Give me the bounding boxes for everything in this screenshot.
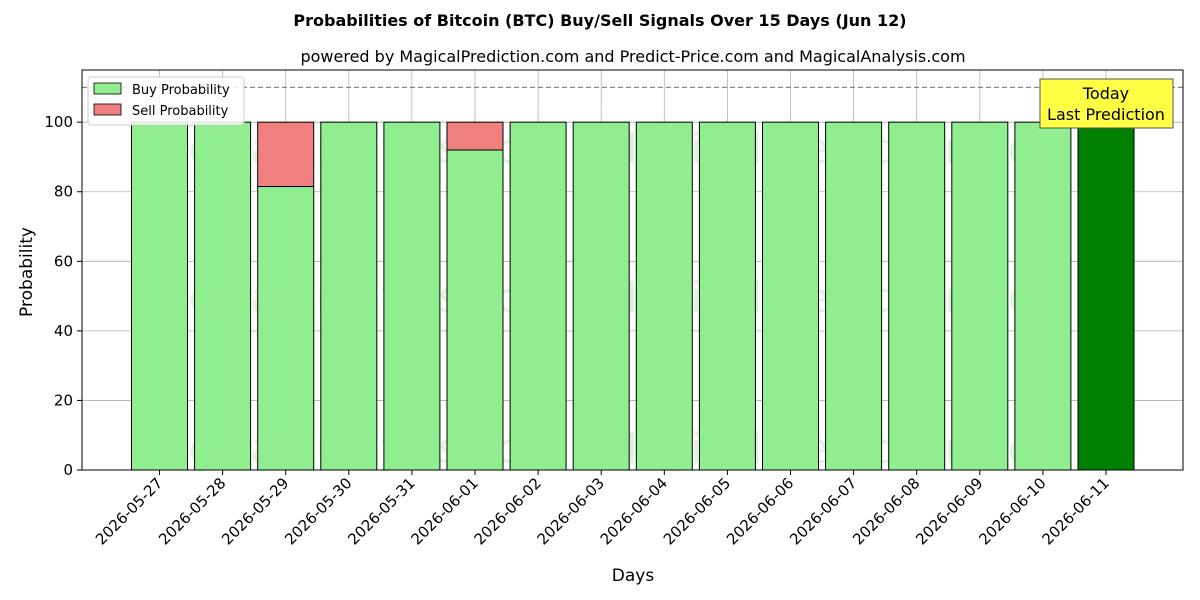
bar-buy-2026-06-07 xyxy=(825,121,883,471)
bar-buy-2026-06-05 xyxy=(698,121,756,471)
x-axis-label: Days xyxy=(612,566,655,586)
y-axis-label: Probability xyxy=(17,227,37,317)
bar-buy-2026-05-28 xyxy=(194,121,252,471)
bar-buy-2026-06-06 xyxy=(762,121,819,471)
y-tick-label: 60 xyxy=(54,252,73,270)
bar-buy-2026-05-29 xyxy=(257,186,315,471)
legend-label-buy: Buy Probability xyxy=(132,83,230,98)
y-tick-label: 40 xyxy=(54,322,73,340)
bar-buy-2026-06-11 xyxy=(1077,121,1135,471)
x-tick-label: 2026-06-11 xyxy=(1038,474,1112,548)
x-tick-label: 2026-06-02 xyxy=(471,474,545,548)
x-tick-label: 2026-05-27 xyxy=(92,474,166,548)
x-tick-label: 2026-05-28 xyxy=(155,474,229,548)
legend-swatch-buy xyxy=(93,82,122,95)
legend-box xyxy=(87,76,245,126)
bar-sell-2026-05-29 xyxy=(257,121,315,188)
y-tick-label: 80 xyxy=(54,183,73,201)
x-tick-label: 2026-06-05 xyxy=(660,474,734,548)
x-tick-label: 2026-05-29 xyxy=(218,474,292,548)
bar-buy-2026-06-08 xyxy=(888,121,946,471)
bar-buy-2026-05-31 xyxy=(383,121,441,471)
chart-title: Probabilities of Bitcoin (BTC) Buy/Sell … xyxy=(293,11,906,30)
bar-buy-2026-06-02 xyxy=(509,121,567,471)
bar-buy-2026-06-01 xyxy=(446,149,504,471)
y-tick-label: 20 xyxy=(54,391,73,409)
x-tick-label: 2026-06-03 xyxy=(534,474,608,548)
x-tick-label: 2026-06-10 xyxy=(975,474,1049,548)
annotation-line-1: Today xyxy=(1082,84,1129,103)
bar-buy-2026-06-09 xyxy=(951,121,1009,471)
today-annotation: Today Last Prediction xyxy=(1039,78,1174,129)
annotation-box xyxy=(1039,78,1174,129)
x-tick-label: 2026-06-08 xyxy=(849,474,923,548)
x-tick-label: 2026-05-30 xyxy=(281,474,355,548)
bar-sell-2026-06-01 xyxy=(446,121,504,151)
bar-buy-2026-05-30 xyxy=(320,121,378,471)
bars xyxy=(131,121,1135,471)
legend-label-sell: Sell Probability xyxy=(132,104,229,119)
legend-swatch-sell xyxy=(93,103,122,116)
y-axis-ticks: 0 20 40 60 80 100 xyxy=(44,113,82,479)
y-tick-label: 100 xyxy=(44,113,73,131)
x-tick-label: 2026-06-07 xyxy=(786,474,860,548)
bar-buy-2026-06-03 xyxy=(572,121,630,471)
y-tick-label: 0 xyxy=(63,461,73,479)
plot-frame xyxy=(81,69,1184,471)
bar-buy-2026-06-10 xyxy=(1014,121,1072,471)
x-tick-label: 2026-06-06 xyxy=(723,474,797,548)
x-tick-label: 2026-06-04 xyxy=(597,474,671,548)
chart-subtitle: powered by MagicalPrediction.com and Pre… xyxy=(300,47,965,66)
bar-buy-2026-06-04 xyxy=(635,121,693,471)
bar-buy-2026-05-27 xyxy=(131,121,188,471)
annotation-line-2: Last Prediction xyxy=(1047,105,1165,124)
x-tick-label: 2026-06-01 xyxy=(407,474,481,548)
x-tick-label: 2026-05-31 xyxy=(344,474,418,548)
legend: Buy Probability Sell Probability xyxy=(87,76,245,126)
x-tick-label: 2026-06-09 xyxy=(912,474,986,548)
x-axis-ticks: 2026-05-272026-05-282026-05-292026-05-30… xyxy=(92,470,1113,548)
